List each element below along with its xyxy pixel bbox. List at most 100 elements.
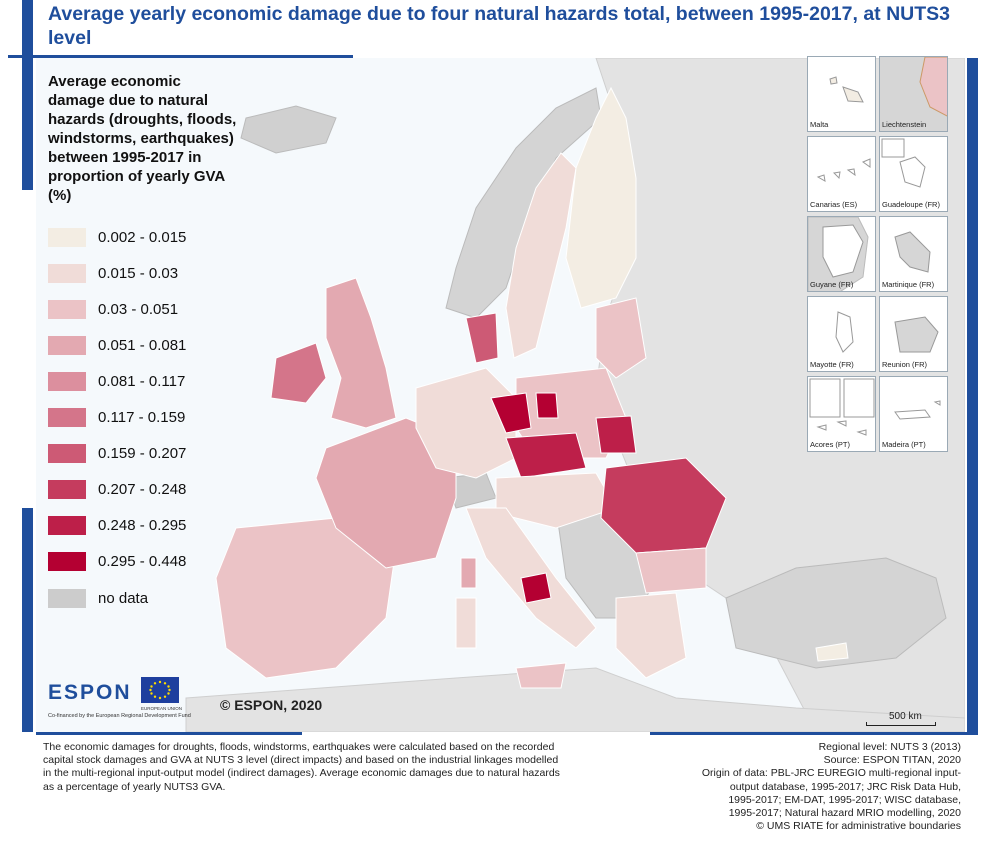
legend-swatch	[48, 444, 86, 463]
legend-swatch	[48, 516, 86, 535]
left-accent-bar-top	[22, 0, 33, 190]
inset-label: Reunion (FR)	[882, 360, 928, 369]
inset-map	[816, 158, 871, 182]
eu-flag-icon	[141, 677, 179, 703]
legend-label: 0.159 - 0.207	[98, 445, 187, 462]
inset-martinique: Martinique (FR)	[879, 216, 948, 292]
source-line: output database, 1995-2017; JRC Risk Dat…	[729, 780, 961, 793]
inset-label: Madeira (PT)	[882, 440, 926, 449]
legend-label: 0.002 - 0.015	[98, 229, 187, 246]
legend-item: 0.03 - 0.051	[48, 298, 248, 320]
title-rule	[8, 55, 353, 58]
inset-map	[894, 316, 939, 353]
legend-item: 0.207 - 0.248	[48, 478, 248, 500]
norway	[445, 87, 602, 319]
italy-hotspot	[520, 572, 552, 604]
inset-map	[881, 138, 926, 188]
legend-label: 0.117 - 0.159	[98, 409, 186, 426]
germany	[415, 367, 517, 479]
left-accent-bar-bottom	[22, 508, 33, 732]
right-accent-bar	[967, 58, 978, 734]
legend-label: 0.295 - 0.448	[98, 553, 187, 570]
iceland	[240, 105, 337, 154]
sources-block: Regional level: NUTS 3 (2013) Source: ES…	[631, 741, 961, 833]
corsica	[460, 557, 477, 589]
legend-label: 0.207 - 0.248	[98, 481, 187, 498]
inset-label: Liechtenstein	[882, 120, 927, 129]
baltics	[595, 297, 647, 379]
poland-hotspot-south	[595, 415, 637, 454]
inset-map	[919, 57, 947, 117]
greece	[615, 592, 687, 679]
inset-map	[809, 378, 875, 436]
eu-stars-icon	[149, 680, 171, 700]
scale-bar	[866, 722, 936, 726]
inset-map	[894, 231, 931, 273]
bottom-rule-right	[650, 732, 978, 735]
inset-canarias: Canarias (ES)	[807, 136, 876, 212]
inset-label: Guadeloupe (FR)	[882, 200, 940, 209]
turkey-region	[725, 557, 947, 669]
legend-item: 0.159 - 0.207	[48, 442, 248, 464]
inset-label: Mayotte (FR)	[810, 360, 854, 369]
inset-guyane: Guyane (FR)	[807, 216, 876, 292]
legend-item: 0.051 - 0.081	[48, 334, 248, 356]
denmark	[465, 312, 499, 364]
great-britain	[325, 277, 397, 429]
legend-item: 0.081 - 0.117	[48, 370, 248, 392]
inset-label: Martinique (FR)	[882, 280, 935, 289]
inset-map	[829, 76, 864, 103]
inset-malta: Malta	[807, 56, 876, 132]
sweden	[505, 152, 577, 359]
inset-label: Acores (PT)	[810, 440, 851, 449]
source-line: 1995-2017; EM-DAT, 1995-2017; WISC datab…	[728, 793, 961, 806]
legend-swatch	[48, 589, 86, 608]
legend-swatch	[48, 408, 86, 427]
legend-label: 0.081 - 0.117	[98, 373, 186, 390]
methodology-note: The economic damages for droughts, flood…	[43, 741, 560, 793]
finland	[565, 86, 637, 309]
legend-item: 0.295 - 0.448	[48, 550, 248, 572]
legend-item: 0.117 - 0.159	[48, 406, 248, 428]
source-line: Source: ESPON TITAN, 2020	[823, 754, 961, 767]
source-line: Regional level: NUTS 3 (2013)	[818, 741, 961, 753]
poland-hotspot-north	[535, 392, 559, 419]
poland-hotspot-west	[490, 392, 532, 434]
eu-subtitle: EUROPEAN UNION	[141, 706, 183, 711]
legend-label: 0.051 - 0.081	[98, 337, 187, 354]
legend-swatch	[48, 300, 86, 319]
source-line: © UMS RIATE for administrative boundarie…	[756, 820, 961, 833]
legend-label: 0.015 - 0.03	[98, 265, 179, 282]
legend-swatch	[48, 228, 86, 247]
legend-title: Average economic damage due to natural h…	[48, 73, 237, 204]
inset-acores: Acores (PT)	[807, 376, 876, 452]
inset-map	[894, 400, 941, 420]
inset-map	[808, 217, 869, 291]
inset-label: Guyane (FR)	[810, 280, 854, 289]
legend-item: 0.248 - 0.295	[48, 514, 248, 536]
inset-guadeloupe: Guadeloupe (FR)	[879, 136, 948, 212]
inset-mayotte: Mayotte (FR)	[807, 296, 876, 372]
legend-swatch	[48, 372, 86, 391]
inset-liechtenstein: Liechtenstein	[879, 56, 948, 132]
legend-item: 0.002 - 0.015	[48, 226, 248, 248]
ireland	[270, 342, 327, 404]
espon-logo-text: ESPON	[48, 681, 132, 704]
legend-swatch	[48, 264, 86, 283]
espon-logo: ESPON	[48, 681, 132, 705]
inset-label: Canarias (ES)	[810, 200, 858, 209]
bulgaria	[635, 547, 707, 594]
legend-swatch	[48, 552, 86, 571]
sardinia	[455, 597, 477, 649]
map-title: Average yearly economic damage due to fo…	[48, 3, 950, 49]
legend-label: 0.03 - 0.051	[98, 301, 179, 318]
inset-madeira: Madeira (PT)	[879, 376, 948, 452]
legend-item: 0.015 - 0.03	[48, 262, 248, 284]
outer-land-africa	[185, 667, 965, 732]
legend-swatch	[48, 480, 86, 499]
copyright: © ESPON, 2020	[220, 697, 323, 713]
inset-label: Malta	[810, 120, 829, 129]
bottom-rule-left	[36, 732, 302, 735]
scale-label: 500 km	[889, 711, 922, 722]
legend-label: no data	[98, 590, 149, 607]
